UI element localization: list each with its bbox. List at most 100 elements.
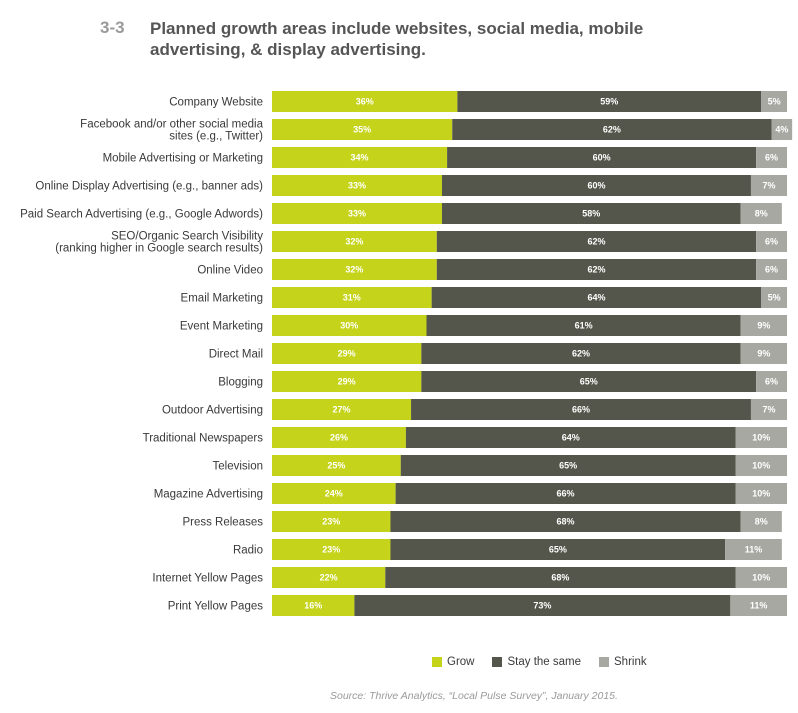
legend-label-shrink: Shrink bbox=[614, 656, 647, 668]
data-label-grow: 34% bbox=[351, 153, 369, 163]
bar-segment-stay bbox=[441, 175, 751, 196]
data-label-grow: 32% bbox=[345, 237, 363, 247]
bar-segment-shrink bbox=[740, 343, 787, 364]
data-label-grow: 16% bbox=[304, 601, 322, 611]
legend-item-grow: Grow bbox=[432, 656, 474, 668]
bar-segment-grow bbox=[272, 595, 355, 616]
bar-row: Mobile Advertising or Marketing 34% 60% 6% bbox=[103, 147, 787, 168]
category-label: Radio bbox=[233, 545, 263, 557]
bar-segment-grow bbox=[272, 119, 453, 140]
data-label-grow: 29% bbox=[338, 349, 356, 359]
bar-segment-grow bbox=[272, 483, 396, 504]
data-label-shrink: 6% bbox=[765, 265, 778, 275]
bar-segment-grow bbox=[272, 511, 391, 532]
chart-legend: Grow Stay the same Shrink bbox=[432, 656, 647, 668]
bar-segment-grow bbox=[272, 287, 432, 308]
legend-item-stay: Stay the same bbox=[492, 656, 581, 668]
data-label-grow: 23% bbox=[322, 545, 340, 555]
category-label: Internet Yellow Pages bbox=[152, 573, 263, 585]
bar-segment-stay bbox=[441, 203, 741, 224]
data-label-grow: 33% bbox=[348, 209, 366, 219]
source-note: Source: Thrive Analytics, “Local Pulse S… bbox=[330, 690, 618, 702]
bar-segment-stay bbox=[421, 371, 757, 392]
category-label: Blogging bbox=[218, 377, 263, 389]
bar-segment-grow bbox=[272, 567, 386, 588]
data-label-shrink: 9% bbox=[757, 321, 770, 331]
bar-segment-grow bbox=[272, 147, 448, 168]
data-label-stay: 73% bbox=[533, 601, 551, 611]
data-label-stay: 62% bbox=[587, 237, 605, 247]
category-label: Television bbox=[213, 461, 264, 473]
bar-segment-stay bbox=[457, 91, 762, 112]
bar-segment-stay bbox=[447, 147, 757, 168]
bar-row: Internet Yellow Pages 22% 68% 10% bbox=[152, 567, 787, 588]
data-label-shrink: 6% bbox=[765, 237, 778, 247]
category-label: Company Website bbox=[169, 97, 263, 109]
bar-segment-shrink bbox=[761, 91, 787, 112]
data-label-stay: 66% bbox=[557, 489, 575, 499]
data-label-grow: 32% bbox=[345, 265, 363, 275]
bar-segment-shrink bbox=[740, 203, 782, 224]
bar-segment-grow bbox=[272, 371, 422, 392]
bar-row: Event Marketing 30% 61% 9% bbox=[180, 315, 787, 336]
bar-segment-stay bbox=[436, 259, 757, 280]
data-label-stay: 66% bbox=[572, 405, 590, 415]
data-label-shrink: 4% bbox=[775, 125, 788, 135]
figure-number: 3-3 bbox=[100, 18, 125, 37]
bar-segment-shrink bbox=[740, 315, 787, 336]
data-label-shrink: 7% bbox=[762, 181, 775, 191]
bar-segment-shrink bbox=[761, 287, 787, 308]
bar-row: Press Releases 23% 68% 8% bbox=[182, 511, 782, 532]
legend-swatch-stay bbox=[492, 657, 503, 667]
bar-row: Radio 23% 65% 11% bbox=[233, 539, 782, 560]
chart-title: Planned growth areas include websites, s… bbox=[150, 19, 644, 59]
data-label-grow: 35% bbox=[353, 125, 371, 135]
data-label-stay: 65% bbox=[580, 377, 598, 387]
data-label-stay: 64% bbox=[562, 433, 580, 443]
legend-swatch-grow bbox=[432, 657, 442, 667]
category-label: Outdoor Advertising bbox=[162, 405, 263, 417]
category-label: SEO/Organic Search Visibility (ranking hi… bbox=[55, 231, 263, 255]
bar-segment-shrink bbox=[735, 455, 787, 476]
bar-segment-shrink bbox=[725, 539, 782, 560]
bar-row: Online Display Advertising (e.g., banner… bbox=[35, 175, 787, 196]
bar-row: Email Marketing 31% 64% 5% bbox=[181, 287, 787, 308]
data-label-stay: 59% bbox=[600, 97, 618, 107]
bar-segment-stay bbox=[390, 539, 726, 560]
category-label: Event Marketing bbox=[180, 321, 263, 333]
bar-row: Online Video 32% 62% 6% bbox=[197, 259, 787, 280]
bar-segment-grow bbox=[272, 427, 406, 448]
data-label-stay: 60% bbox=[593, 153, 611, 163]
data-label-stay: 62% bbox=[603, 125, 621, 135]
category-label: Online Display Advertising (e.g., banner… bbox=[35, 181, 263, 193]
category-label: Direct Mail bbox=[209, 349, 263, 361]
bar-segment-shrink bbox=[735, 483, 787, 504]
bar-row: Outdoor Advertising 27% 66% 7% bbox=[162, 399, 787, 420]
bar-row: Paid Search Advertising (e.g., Google Ad… bbox=[20, 203, 782, 224]
data-label-shrink: 8% bbox=[755, 517, 768, 527]
bar-segment-grow bbox=[272, 91, 458, 112]
bar-segment-stay bbox=[452, 119, 772, 140]
data-label-shrink: 10% bbox=[752, 489, 770, 499]
legend-label-grow: Grow bbox=[447, 656, 475, 668]
bar-segment-shrink bbox=[750, 399, 787, 420]
bar-row: Magazine Advertising 24% 66% 10% bbox=[154, 483, 787, 504]
data-label-shrink: 10% bbox=[752, 433, 770, 443]
category-label: Paid Search Advertising (e.g., Google Ad… bbox=[20, 209, 263, 221]
data-label-stay: 64% bbox=[587, 293, 605, 303]
bar-row: SEO/Organic Search Visibility (ranking hi… bbox=[55, 231, 787, 255]
data-label-stay: 65% bbox=[549, 545, 567, 555]
bar-segment-grow bbox=[272, 399, 412, 420]
bar-segment-stay bbox=[390, 511, 741, 532]
data-label-grow: 29% bbox=[338, 377, 356, 387]
bar-segment-stay bbox=[431, 287, 762, 308]
bar-segment-stay bbox=[400, 455, 736, 476]
bar-segment-grow bbox=[272, 539, 391, 560]
legend-item-shrink: Shrink bbox=[599, 656, 647, 668]
bar-row: Blogging 29% 65% 6% bbox=[218, 371, 787, 392]
bar-segment-stay bbox=[354, 595, 731, 616]
data-label-shrink: 9% bbox=[757, 349, 770, 359]
data-label-grow: 33% bbox=[348, 181, 366, 191]
bar-segment-shrink bbox=[735, 427, 787, 448]
bar-segment-stay bbox=[426, 315, 741, 336]
